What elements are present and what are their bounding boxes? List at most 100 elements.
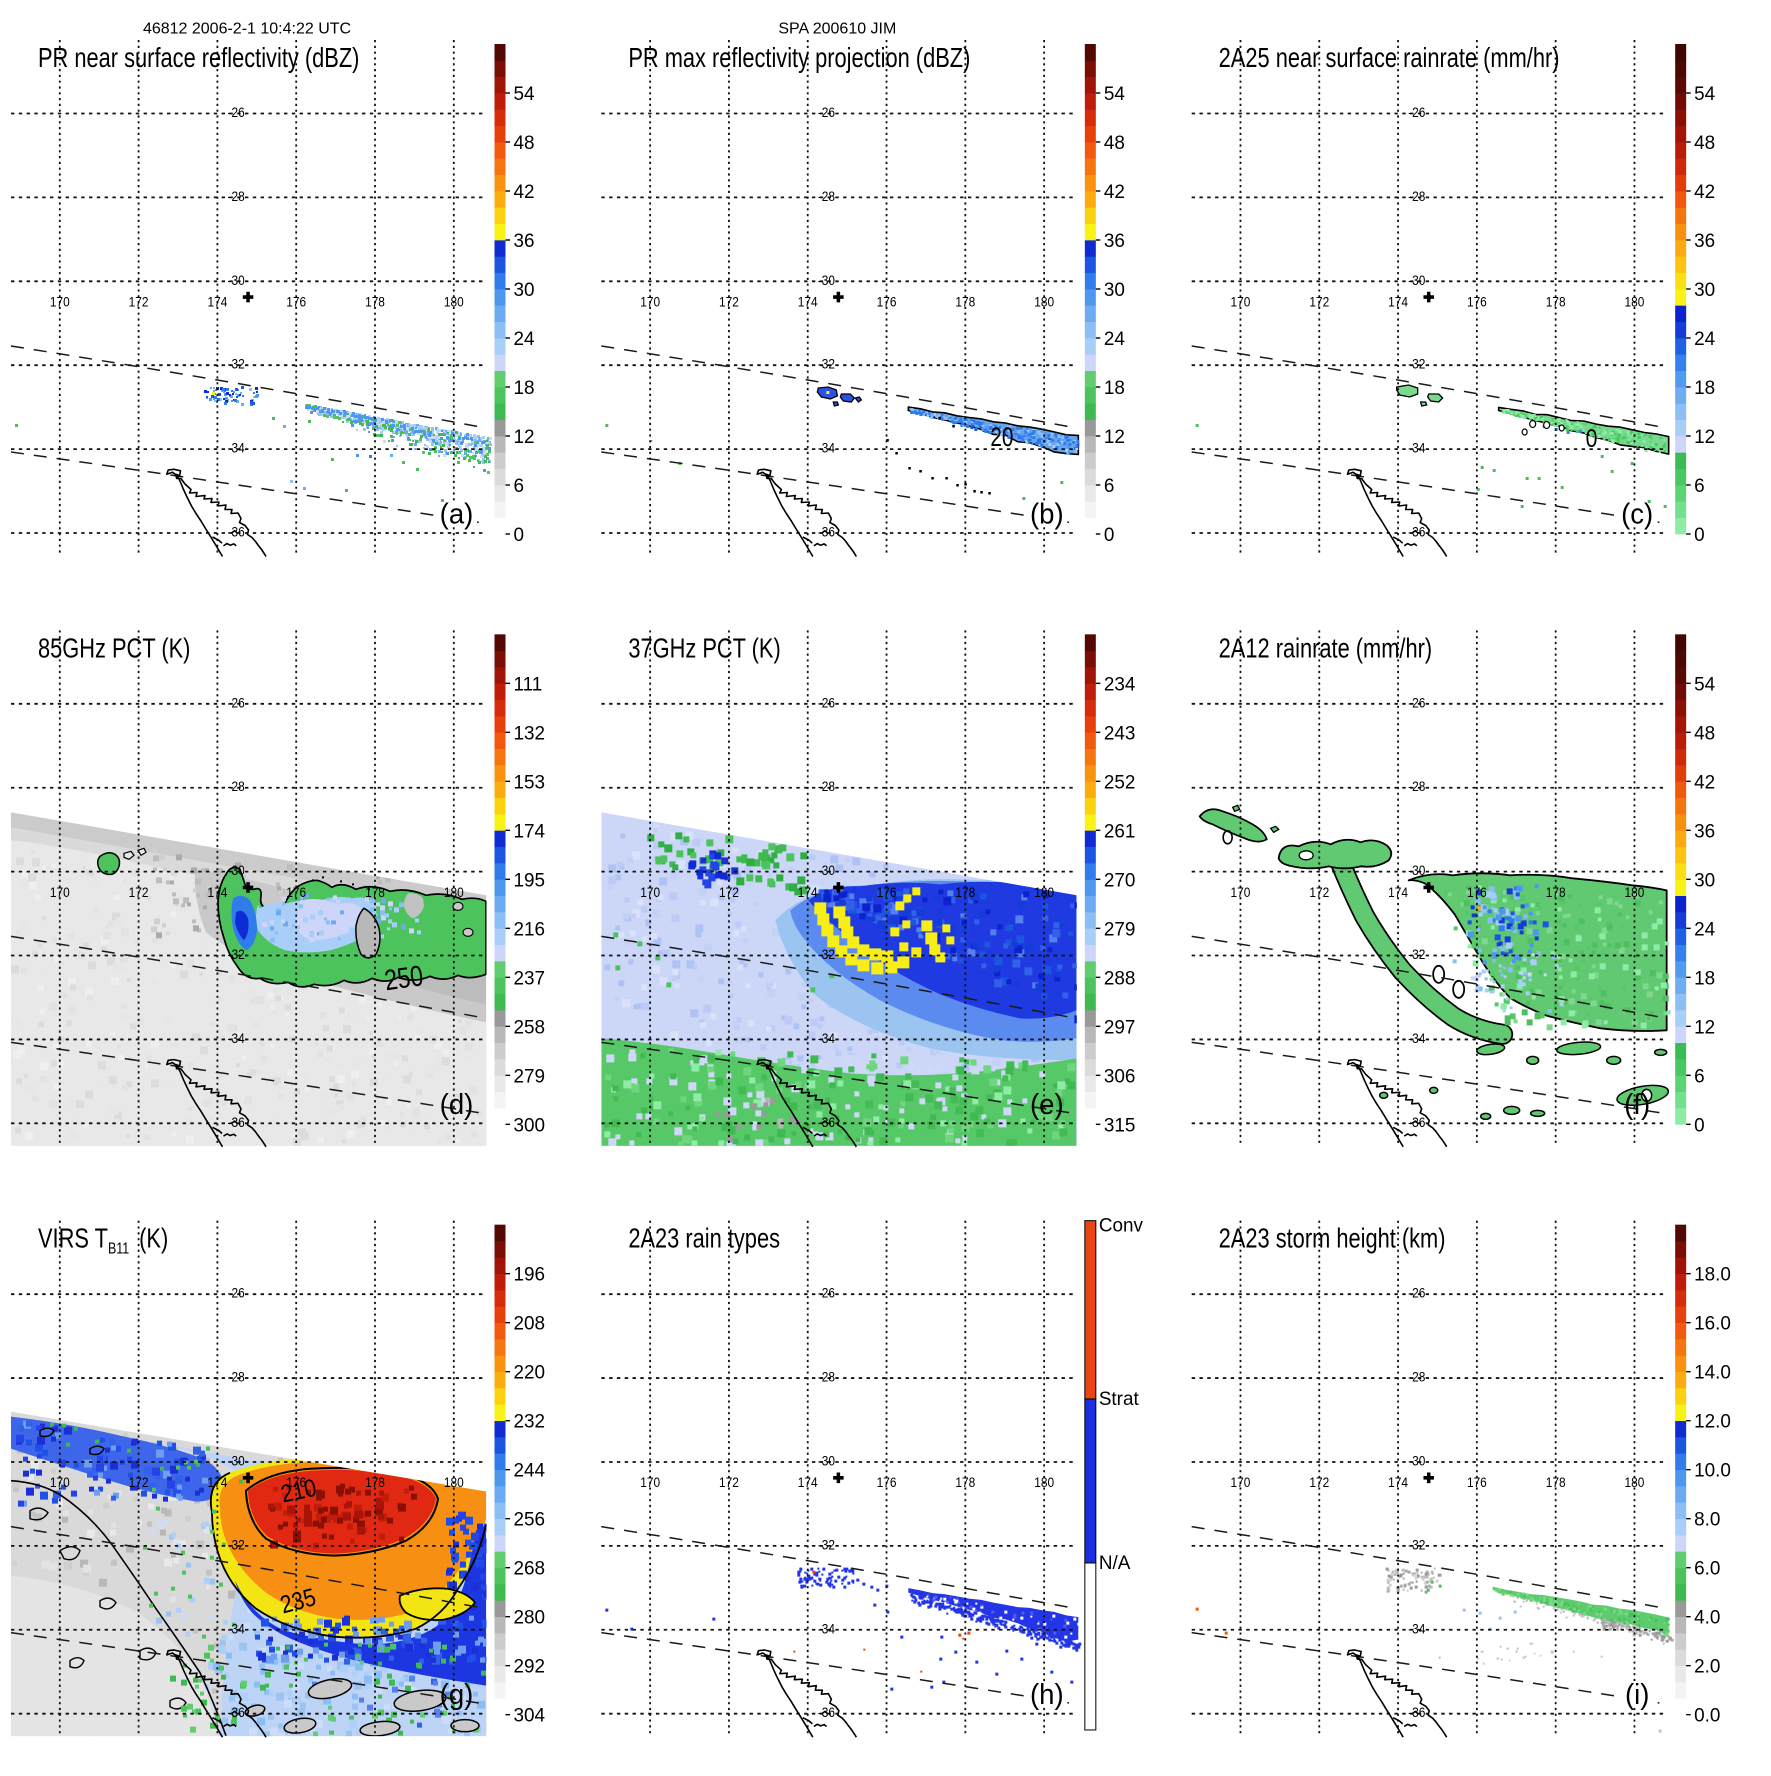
svg-text:178: 178: [955, 1474, 975, 1490]
svg-text:268: 268: [514, 1558, 546, 1579]
svg-text:-32: -32: [818, 356, 835, 372]
svg-text:-36: -36: [818, 524, 835, 540]
svg-text:0: 0: [1104, 525, 1115, 546]
svg-text:176: 176: [286, 884, 306, 900]
svg-text:36: 36: [1694, 231, 1715, 252]
svg-text:-32: -32: [1408, 1536, 1425, 1552]
svg-text:172: 172: [1309, 884, 1329, 900]
svg-text:-32: -32: [228, 946, 245, 962]
svg-text:(f): (f): [1624, 1087, 1650, 1120]
svg-text:54: 54: [1694, 84, 1715, 105]
svg-text:48: 48: [1694, 723, 1715, 744]
svg-text:2A25 near surface rainrate (mm: 2A25 near surface rainrate (mm/hr): [1219, 42, 1560, 73]
svg-text:195: 195: [514, 870, 546, 891]
svg-text:-36: -36: [228, 1114, 245, 1130]
svg-text:176: 176: [286, 1474, 306, 1490]
svg-text:-28: -28: [1408, 1369, 1425, 1385]
svg-text:-36: -36: [818, 1704, 835, 1720]
svg-text:178: 178: [365, 294, 385, 310]
svg-text:174: 174: [1388, 884, 1408, 900]
svg-text:N/A: N/A: [1099, 1553, 1131, 1574]
svg-text:-36: -36: [1408, 1114, 1425, 1130]
svg-text:0: 0: [1694, 525, 1705, 546]
svg-text:2A12 rainrate (mm/hr): 2A12 rainrate (mm/hr): [1219, 633, 1432, 664]
svg-text:-32: -32: [818, 946, 835, 962]
svg-text:-30: -30: [1408, 862, 1425, 878]
svg-text:176: 176: [877, 884, 897, 900]
svg-text:170: 170: [640, 1474, 660, 1490]
svg-text:-28: -28: [1408, 188, 1425, 204]
svg-text:111: 111: [514, 674, 543, 695]
svg-text:-26: -26: [818, 694, 835, 710]
svg-text:315: 315: [1104, 1115, 1136, 1136]
svg-text:Strat: Strat: [1099, 1389, 1140, 1410]
svg-text:(h): (h): [1030, 1678, 1064, 1711]
svg-text:280: 280: [514, 1607, 546, 1628]
svg-text:30: 30: [1694, 280, 1715, 301]
svg-text:172: 172: [1309, 1474, 1329, 1490]
svg-text:234: 234: [1104, 674, 1136, 695]
svg-text:-32: -32: [228, 356, 245, 372]
svg-text:178: 178: [1546, 1474, 1566, 1490]
svg-text:-26: -26: [1408, 104, 1425, 120]
svg-text:-32: -32: [818, 1536, 835, 1552]
svg-text:174: 174: [798, 1474, 818, 1490]
svg-text:172: 172: [719, 1474, 739, 1490]
svg-text:178: 178: [1546, 294, 1566, 310]
svg-text:258: 258: [514, 1017, 546, 1038]
svg-text:170: 170: [1231, 884, 1251, 900]
svg-text:-32: -32: [1408, 356, 1425, 372]
svg-text:-28: -28: [1408, 778, 1425, 794]
svg-text:174: 174: [798, 294, 818, 310]
svg-text:170: 170: [1231, 294, 1251, 310]
svg-text:(c): (c): [1621, 497, 1653, 530]
svg-text:178: 178: [365, 884, 385, 900]
svg-text:244: 244: [514, 1460, 546, 1481]
svg-text:42: 42: [1104, 182, 1125, 203]
svg-text:306: 306: [1104, 1066, 1136, 1087]
svg-text:-30: -30: [818, 862, 835, 878]
svg-text:170: 170: [640, 294, 660, 310]
svg-text:174: 174: [207, 294, 227, 310]
svg-text:12: 12: [1694, 1017, 1715, 1038]
svg-text:42: 42: [1694, 772, 1715, 793]
svg-text:14.0: 14.0: [1694, 1362, 1731, 1383]
svg-text:-34: -34: [818, 1030, 835, 1046]
svg-text:30: 30: [514, 280, 535, 301]
svg-text:-34: -34: [1408, 1030, 1425, 1046]
svg-text:(g): (g): [440, 1678, 474, 1711]
svg-text:174: 174: [798, 884, 818, 900]
svg-text:48: 48: [514, 133, 535, 154]
svg-text:288: 288: [1104, 968, 1136, 989]
svg-text:304: 304: [514, 1705, 546, 1726]
svg-text:-30: -30: [818, 272, 835, 288]
svg-text:270: 270: [1104, 870, 1136, 891]
svg-text:6: 6: [1694, 476, 1705, 497]
svg-text:4.0: 4.0: [1694, 1607, 1720, 1628]
svg-text:42: 42: [514, 182, 535, 203]
svg-text:2A23 storm height (km): 2A23 storm height (km): [1219, 1223, 1446, 1254]
svg-text:279: 279: [1104, 919, 1136, 940]
svg-text:48: 48: [1104, 133, 1125, 154]
svg-text:48: 48: [1694, 133, 1715, 154]
svg-text:54: 54: [514, 84, 535, 105]
svg-text:-26: -26: [228, 104, 245, 120]
svg-text:180: 180: [1034, 1474, 1054, 1490]
svg-text:24: 24: [1694, 919, 1715, 940]
svg-text:24: 24: [1694, 329, 1715, 350]
svg-text:174: 174: [514, 821, 546, 842]
svg-text:-26: -26: [818, 104, 835, 120]
svg-text:178: 178: [1546, 884, 1566, 900]
svg-text:46812 2006-2-1 10:4:22 UTC: 46812 2006-2-1 10:4:22 UTC: [143, 21, 351, 38]
svg-text:18: 18: [514, 378, 535, 399]
svg-text:37GHz PCT (K): 37GHz PCT (K): [628, 633, 780, 664]
svg-text:-30: -30: [228, 1453, 245, 1469]
svg-text:-34: -34: [1408, 440, 1425, 456]
svg-text:300: 300: [514, 1115, 546, 1136]
svg-text:SPA 200610 JIM: SPA 200610 JIM: [778, 21, 896, 38]
svg-text:132: 132: [514, 723, 546, 744]
svg-text:-34: -34: [228, 1620, 245, 1636]
svg-text:172: 172: [129, 1474, 149, 1490]
svg-text:42: 42: [1694, 182, 1715, 203]
svg-text:6: 6: [1694, 1066, 1705, 1087]
